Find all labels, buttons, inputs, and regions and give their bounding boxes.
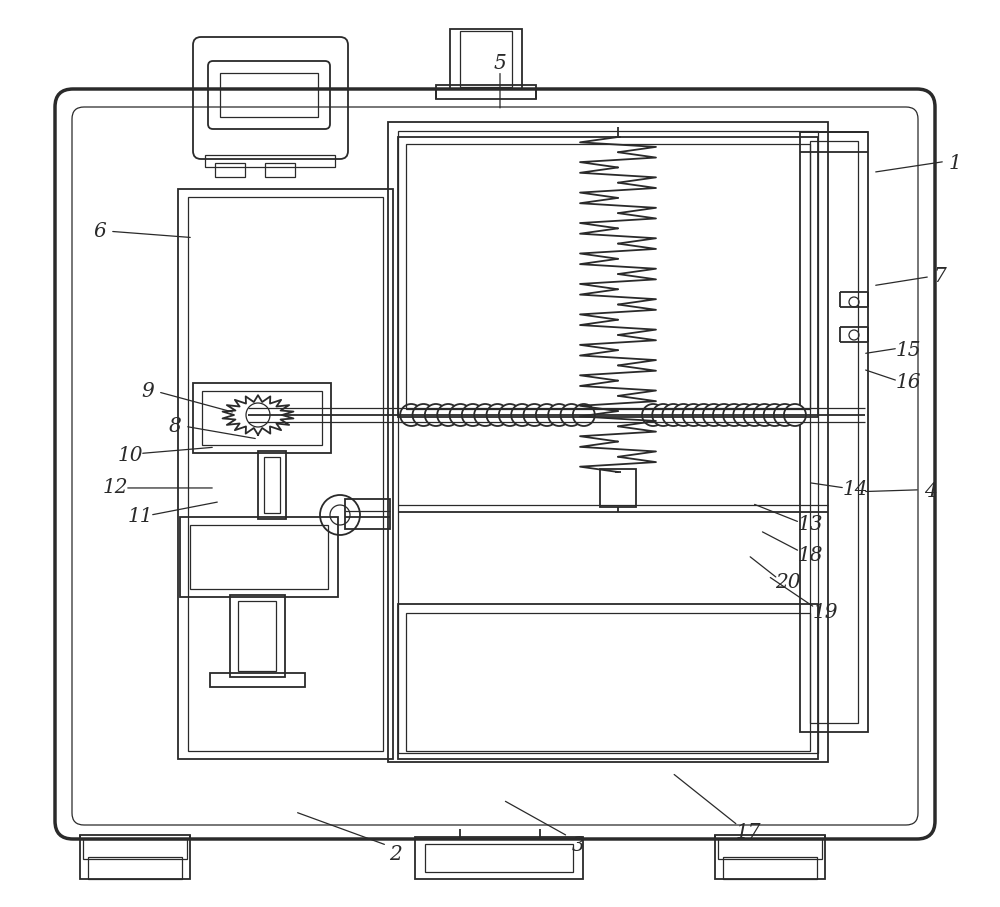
Text: 11: 11 [127,508,153,526]
Bar [188,197,383,751]
Circle shape [703,404,725,426]
Bar [398,604,818,759]
Circle shape [693,404,715,426]
Circle shape [662,404,684,426]
Bar [205,155,335,167]
Bar [258,451,286,519]
Text: 1: 1 [949,154,961,172]
Text: 3: 3 [572,836,584,854]
Text: 18: 18 [797,546,823,564]
Bar [264,457,280,513]
Circle shape [754,404,776,426]
Bar [436,85,536,99]
Bar [230,595,285,677]
Bar [406,613,810,751]
Text: 5: 5 [494,54,506,73]
Text: 9: 9 [142,383,154,401]
Text: 8: 8 [169,417,181,435]
Bar [406,144,810,409]
Circle shape [524,404,546,426]
Circle shape [774,404,796,426]
Text: 6: 6 [94,222,106,240]
Circle shape [784,404,806,426]
Bar [265,163,295,177]
Bar [193,383,331,453]
Circle shape [437,404,459,426]
Text: 7: 7 [934,268,946,286]
Circle shape [499,404,521,426]
Bar [388,122,828,762]
Circle shape [672,404,694,426]
Bar [398,131,818,753]
Bar [210,673,305,687]
Bar [345,499,390,529]
Bar [238,601,276,671]
Circle shape [743,404,765,426]
Circle shape [764,404,786,426]
Text: 19: 19 [812,603,838,621]
Circle shape [450,404,472,426]
Bar [715,835,825,879]
Bar [600,469,636,507]
Text: 17: 17 [735,824,761,842]
Bar [415,837,583,879]
Bar [83,839,187,859]
Bar [88,857,182,879]
Bar [180,517,338,597]
Text: 14: 14 [842,481,868,499]
Circle shape [425,404,447,426]
Circle shape [511,404,533,426]
Bar [202,391,322,445]
Bar [425,844,573,872]
Circle shape [733,404,755,426]
Bar [220,73,318,117]
Bar [80,835,190,879]
Text: 4: 4 [924,483,936,501]
Circle shape [400,404,422,426]
Circle shape [713,404,735,426]
Bar [215,163,245,177]
Bar [450,29,522,89]
Bar [398,137,818,417]
Circle shape [474,404,496,426]
Text: 2: 2 [389,845,401,863]
Bar [718,839,822,859]
Circle shape [536,404,558,426]
Circle shape [683,404,705,426]
Text: 12: 12 [102,479,128,497]
Circle shape [573,404,595,426]
Text: 20: 20 [775,573,801,591]
Bar [800,132,868,732]
Bar [460,31,512,87]
Text: 13: 13 [797,515,823,533]
Circle shape [548,404,570,426]
Bar [178,189,393,759]
Text: 15: 15 [895,341,921,359]
Circle shape [560,404,582,426]
Circle shape [486,404,509,426]
Circle shape [462,404,484,426]
Circle shape [723,404,745,426]
Bar [810,141,858,723]
Text: 16: 16 [895,374,921,392]
Circle shape [642,404,664,426]
FancyBboxPatch shape [55,89,935,839]
Text: 10: 10 [117,446,143,464]
Circle shape [413,404,434,426]
Bar [723,857,817,879]
Circle shape [652,404,674,426]
Bar [190,525,328,589]
